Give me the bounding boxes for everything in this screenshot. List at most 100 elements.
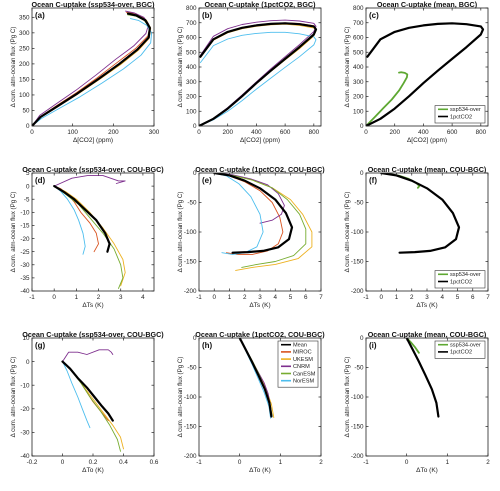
series-line-cnrm <box>213 173 285 224</box>
series-line-ukesm <box>199 23 317 126</box>
series-line-ssp534-over <box>366 71 409 126</box>
y-tick-label: -30 <box>20 262 30 269</box>
plot-area <box>32 10 153 126</box>
y-tick-label: 700 <box>186 20 197 27</box>
x-axis-label: Δ[CO2] (ppm) <box>240 137 280 144</box>
y-tick-label: -100 <box>184 394 197 401</box>
x-tick-label: 200 <box>108 129 119 136</box>
y-tick-label: 300 <box>19 30 30 37</box>
x-axis-label: Δ[CO2] (ppm) <box>407 137 447 144</box>
x-tick-label: 0 <box>238 459 242 466</box>
legend-label: 1pctCO2 <box>450 114 472 120</box>
plot-area <box>238 338 275 419</box>
series-line-1pctco2 <box>366 22 485 126</box>
panel-f: Ocean C-uptake (mean, COU-BGC) -1 0 1 2 3 4 5 6 7… <box>344 165 490 309</box>
series-line-mean <box>213 173 294 254</box>
plot-area <box>366 22 485 126</box>
plot-area <box>380 173 461 254</box>
legend-label: ssp534-over <box>450 107 481 113</box>
y-tick-label: 400 <box>353 64 364 71</box>
x-tick-label: 2 <box>319 459 323 466</box>
plot-area <box>61 349 124 452</box>
series-line-canesm <box>32 14 150 126</box>
y-tick-label: 100 <box>19 92 30 99</box>
x-axis-label: ΔTs (K) <box>416 302 437 309</box>
x-tick-label: 6 <box>471 294 475 301</box>
y-tick-label: 500 <box>353 49 364 56</box>
x-tick-label: 2 <box>243 294 247 301</box>
y-tick-label: 700 <box>353 20 364 27</box>
series-line-noresm <box>239 338 272 419</box>
series-line-ukesm <box>32 13 152 126</box>
series-line-mean <box>238 338 273 418</box>
panel-label: (g) <box>35 341 46 350</box>
x-tick-label: 4 <box>440 294 444 301</box>
panel-i: Ocean C-uptake (mean, COU-BGC) -1 0 1 2 -200 -… <box>344 330 490 474</box>
x-tick-label: 300 <box>149 129 160 136</box>
plot-area <box>199 19 318 126</box>
y-tick-label: -10 <box>20 382 30 389</box>
y-tick-label: -50 <box>354 365 364 372</box>
series-line-1pctco2 <box>405 338 440 418</box>
legend-label: UKESM <box>293 357 313 363</box>
y-tick-label: -50 <box>354 200 364 207</box>
panel-label: (e) <box>202 176 212 185</box>
legend-label: 1pctCO2 <box>450 350 472 356</box>
y-tick-label: 200 <box>353 94 364 101</box>
x-tick-label: 3 <box>258 294 262 301</box>
y-tick-label: 0 <box>193 123 197 130</box>
y-tick-label: 150 <box>19 77 30 84</box>
x-tick-label: 0 <box>197 129 201 136</box>
y-tick-label: -35 <box>20 275 30 282</box>
panel-label: (a) <box>35 11 45 20</box>
y-tick-label: -30 <box>20 430 30 437</box>
y-tick-label: -150 <box>351 424 364 431</box>
legend-label: CanESM <box>293 371 316 377</box>
panel-a: Ocean C-uptake (ssp534-over, BGC) 0 100 200… <box>10 0 160 144</box>
x-axis-label: ΔTs (K) <box>249 302 270 309</box>
y-tick-label: 800 <box>186 5 197 12</box>
series-line-noresm <box>199 31 317 126</box>
x-tick-label: 0 <box>364 129 368 136</box>
series-line-ukesm <box>213 173 313 271</box>
series-line-noresm <box>62 361 91 429</box>
x-tick-label: 600 <box>280 129 291 136</box>
x-tick-label: 1 <box>228 294 232 301</box>
legend-label: Mean <box>293 343 307 349</box>
x-tick-label: 0.6 <box>150 459 159 466</box>
x-tick-label: 200 <box>389 129 400 136</box>
plot-frame <box>31 172 155 292</box>
x-tick-label: 2 <box>410 294 414 301</box>
x-tick-label: -1 <box>29 294 35 301</box>
x-axis-label: ΔTo (K) <box>82 467 104 474</box>
legend-box <box>277 340 319 388</box>
series-line-canesm <box>53 185 124 289</box>
y-tick-label: -50 <box>187 365 197 372</box>
series-line-mean <box>53 185 111 253</box>
y-tick-label: 0 <box>26 123 30 130</box>
panel-title: Ocean C-uptake (mean, COU-BGC) <box>368 330 487 339</box>
panel-label: (b) <box>202 11 213 20</box>
series-line-ukesm <box>53 185 126 287</box>
x-tick-label: 100 <box>67 129 78 136</box>
y-tick-label: 800 <box>353 5 364 12</box>
series-line-mean <box>32 12 151 126</box>
y-axis-label: Δ cum. atm-ocean flux (Pg C) <box>344 27 351 108</box>
x-tick-label: 1 <box>395 294 399 301</box>
y-axis-label: Δ cum. atm-ocean flux (Pg C) <box>344 192 351 273</box>
x-tick-label: 0 <box>52 294 56 301</box>
y-tick-label: 50 <box>22 108 30 115</box>
x-tick-label: 2 <box>486 459 490 466</box>
y-tick-label: 0 <box>360 123 364 130</box>
y-tick-label: 200 <box>186 94 197 101</box>
y-axis-label: Δ cum. atm-ocean flux (Pg C) <box>10 357 17 438</box>
y-tick-label: 600 <box>353 35 364 42</box>
series-line-miroc <box>213 173 284 255</box>
series-line-miroc <box>53 185 99 253</box>
x-tick-label: 0 <box>379 294 383 301</box>
series-line-mean <box>61 360 114 422</box>
